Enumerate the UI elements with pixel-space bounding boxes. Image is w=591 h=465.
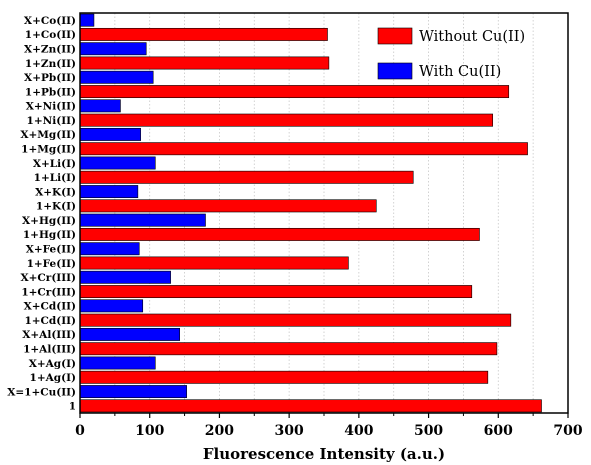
x-axis-ticks: 0 100 200 300 400 500 600 700 (75, 413, 583, 439)
bar-18 (79, 270, 171, 284)
bar-27 (79, 399, 542, 413)
category-labels: X+Co(II) 1+Co(II) X+Zn(II) 1+Zn(II) X+Pb(II)… (7, 15, 76, 413)
x-tick-label: 300 (275, 423, 304, 439)
category-label: X+Al(III) (22, 329, 76, 341)
x-tick-label: 0 (75, 423, 85, 439)
x-tick-label: 100 (135, 423, 164, 439)
category-label: X+Cd(II) (24, 301, 76, 313)
bar-13 (79, 199, 377, 213)
legend-label: Without Cu(II) (419, 29, 525, 45)
category-label: X+K(I) (35, 186, 76, 198)
bar-1 (79, 27, 328, 41)
x-tick-label: 400 (344, 423, 373, 439)
x-tick-label: 600 (484, 423, 513, 439)
bar-8 (79, 127, 141, 141)
plot-frame (79, 12, 569, 414)
bar-17 (79, 256, 349, 270)
category-label: X=1+Cu(II) (7, 386, 76, 398)
bar-4 (79, 70, 154, 84)
category-label: X+Pb(II) (24, 72, 76, 84)
category-label: 1+Zn(II) (25, 58, 76, 70)
legend-swatch (377, 27, 413, 45)
bar-23 (79, 342, 498, 356)
category-label: 1+Ag(I) (30, 372, 76, 384)
bar-26 (79, 385, 187, 399)
category-label: 1+Ni(II) (27, 115, 76, 127)
bar-25 (79, 370, 489, 384)
bar-22 (79, 327, 180, 341)
category-label: 1+Cr(III) (21, 286, 76, 298)
bar-24 (79, 356, 156, 370)
bar-15 (79, 227, 480, 241)
category-label: 1+Mg(II) (21, 144, 76, 156)
category-label: X+Li(I) (33, 158, 76, 170)
category-label: X+Hg(II) (22, 215, 76, 227)
category-label: 1+Co(II) (25, 29, 76, 41)
bars (79, 13, 542, 413)
category-label: 1+Al(III) (23, 344, 76, 356)
category-label: X+Ag(I) (29, 358, 76, 370)
bar-20 (79, 299, 144, 313)
x-axis-title: Fluorescence Intensity (a.u.) (203, 445, 445, 463)
bar-14 (79, 213, 206, 227)
bar-11 (79, 170, 414, 184)
category-label: 1+Pb(II) (25, 86, 76, 98)
bar-16 (79, 242, 140, 256)
category-label: X+Mg(II) (20, 129, 76, 141)
category-label: 1+K(I) (36, 201, 76, 213)
category-label: 1+Li(I) (34, 172, 76, 184)
category-label: X+Cr(III) (20, 272, 76, 284)
bar-12 (79, 185, 139, 199)
category-label: 1+Hg(II) (23, 229, 76, 241)
category-label: 1+Cd(II) (24, 315, 76, 327)
bar-9 (79, 142, 528, 156)
legend-swatch (377, 62, 413, 80)
category-label: X+Zn(II) (24, 44, 76, 56)
x-tick-label: 700 (553, 423, 582, 439)
category-label: X+Fe(II) (26, 244, 76, 256)
bar-5 (79, 85, 510, 99)
category-label: 1 (69, 401, 76, 413)
bar-19 (79, 285, 473, 299)
bar-7 (79, 113, 494, 127)
legend-label: With Cu(II) (419, 64, 501, 80)
legend: Without Cu(II) With Cu(II) (377, 27, 525, 80)
bar-3 (79, 56, 330, 70)
x-tick-label: 500 (414, 423, 443, 439)
x-tick-label: 200 (205, 423, 234, 439)
bar-0 (79, 13, 95, 27)
category-label: 1+Fe(II) (27, 258, 76, 270)
bar-10 (79, 156, 156, 170)
category-label: X+Co(II) (24, 15, 76, 27)
bar-6 (79, 99, 121, 113)
bar-21 (79, 313, 512, 327)
category-label: X+Ni(II) (26, 101, 76, 113)
bar-2 (79, 42, 147, 56)
